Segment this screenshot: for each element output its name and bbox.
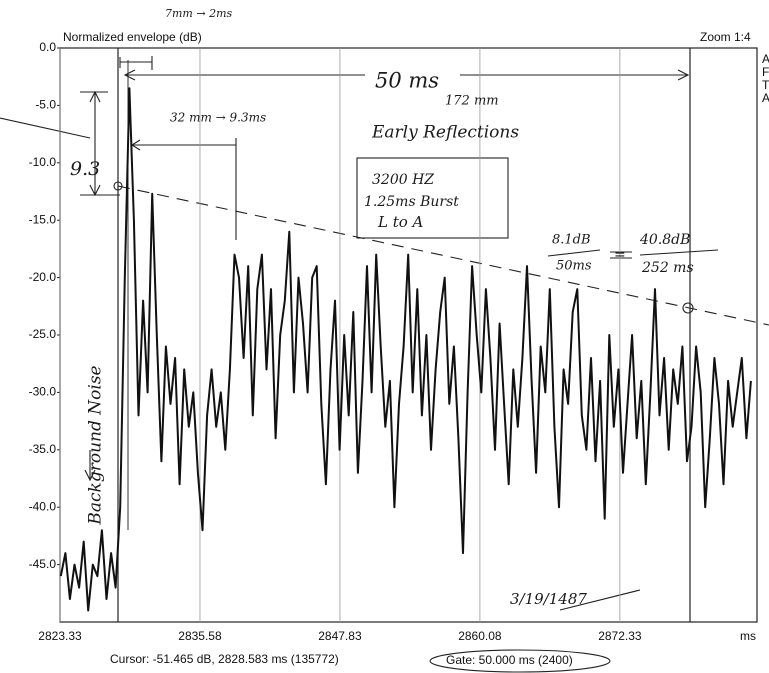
x-tick-label: 2847.83 [318, 629, 362, 643]
y-tick-label: -45.0 [29, 557, 57, 571]
annotation: 50ms [556, 259, 592, 274]
annotation: Early Reflections [371, 123, 519, 143]
fraction-bars [547, 249, 719, 259]
arrow-noise [84, 450, 96, 482]
annotation: 7mm → 2ms [165, 7, 232, 20]
annotation: 3200 HZ [372, 172, 434, 188]
gate-readout: Gate: 50.000 ms (2400) [446, 653, 573, 667]
envelope-line [59, 87, 752, 612]
arrow-9-3 [80, 90, 120, 197]
y-tick-label: -15.0 [29, 212, 57, 226]
burst-box [356, 157, 509, 239]
annotation: 40.8dB [639, 232, 690, 248]
edge-text: A [762, 91, 769, 105]
x-tick-label: 2860.08 [458, 629, 502, 643]
annotation: 9.3 [70, 158, 100, 180]
zoom-label: Zoom 1:4 [700, 30, 751, 44]
annotation: 8.1dB [552, 233, 591, 248]
annotation: 1.25ms Burst [364, 194, 459, 210]
arrow-7mm [119, 56, 153, 70]
x-tick-label: 2835.58 [178, 629, 222, 643]
chart-title: Normalized envelope (dB) [63, 30, 202, 44]
annotation: L to A [377, 213, 424, 231]
y-tick-label: -25.0 [29, 327, 57, 341]
annotation: 172 mm [445, 94, 499, 109]
edge-text: F [762, 65, 769, 79]
y-tick-label: -5.0 [35, 98, 56, 112]
y-tick-label: -20.0 [29, 270, 57, 284]
annotation: Background Noise [86, 365, 106, 525]
decay-point [682, 302, 694, 314]
annotation: 3/19/1487 [510, 590, 587, 608]
decay-line [117, 185, 769, 326]
decay-start [113, 181, 123, 191]
gate-circle [429, 649, 611, 673]
annotation: = [614, 247, 626, 263]
y-tick-label: 0.0 [39, 40, 56, 54]
y-tick-label: -40.0 [29, 499, 57, 513]
annotation: 50 ms [375, 69, 439, 93]
y-tick-label: -10.0 [29, 155, 57, 169]
annotation: 32 mm → 9.3ms [170, 111, 266, 125]
arrow-50ms [123, 69, 690, 81]
x-tick-label: 2823.33 [38, 629, 82, 643]
annotation: 252 ms [641, 260, 694, 276]
x-tick-label: 2872.33 [598, 629, 642, 643]
edge-text: T [762, 78, 769, 92]
y-tick-label: -30.0 [29, 385, 57, 399]
stroke [0, 117, 91, 139]
y-tick-label: -35.0 [29, 442, 57, 456]
date-strike [559, 589, 641, 611]
edge-text: A [762, 52, 769, 66]
x-unit: ms [740, 629, 756, 643]
cursor-readout: Cursor: -51.465 dB, 2828.583 ms (135772) [110, 652, 339, 666]
